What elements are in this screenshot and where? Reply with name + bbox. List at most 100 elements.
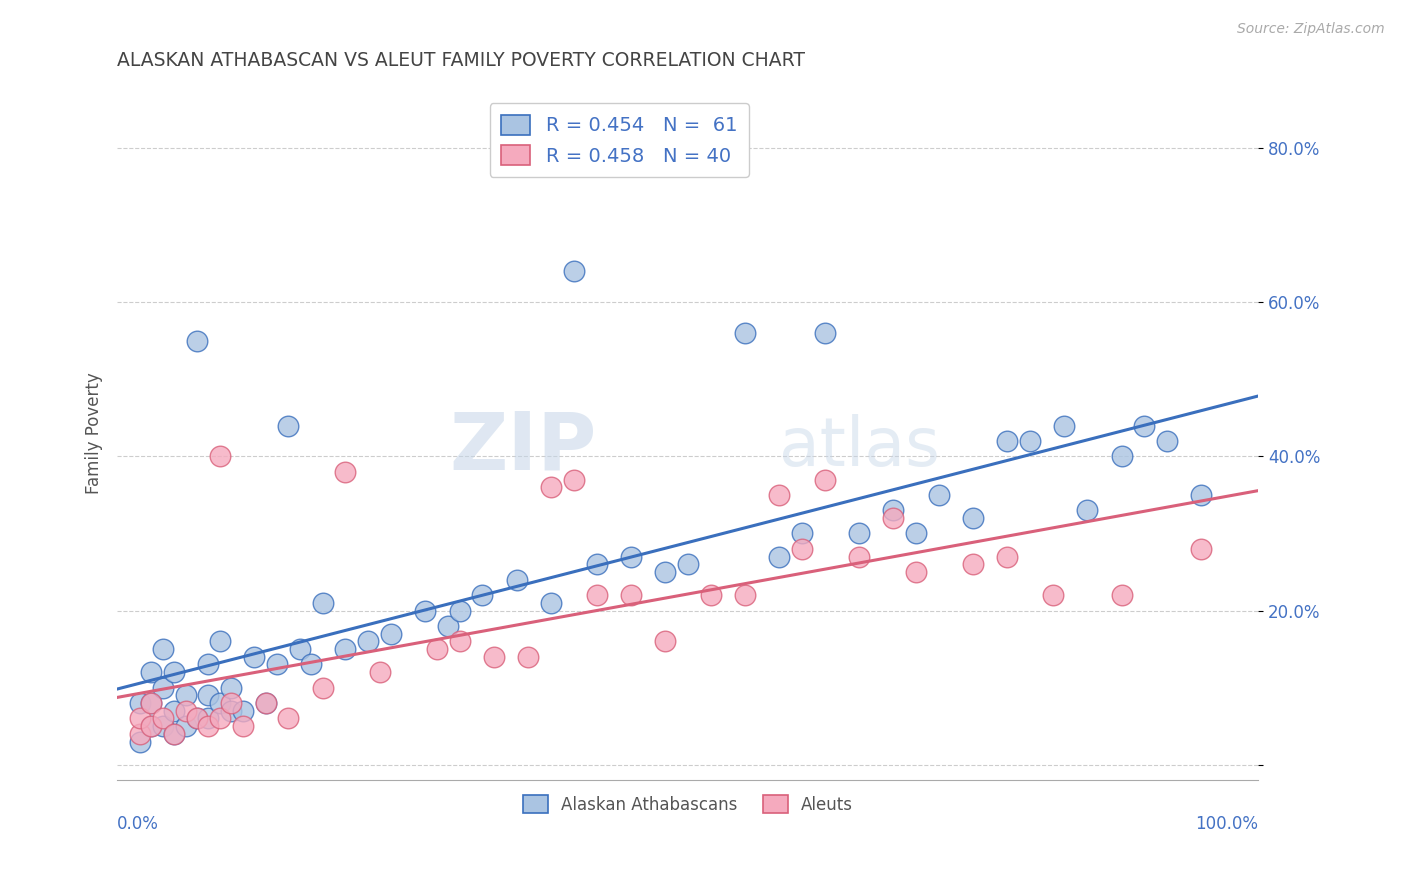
Point: [357, 634, 380, 648]
Point: [288, 642, 311, 657]
Point: [471, 588, 494, 602]
Point: [129, 727, 152, 741]
Point: [415, 603, 437, 617]
Point: [129, 696, 152, 710]
Point: [141, 696, 163, 710]
Point: [208, 711, 231, 725]
Point: [928, 488, 950, 502]
Point: [197, 711, 219, 725]
Point: [505, 573, 527, 587]
Point: [426, 642, 449, 657]
Point: [1189, 488, 1212, 502]
Point: [1042, 588, 1064, 602]
Point: [995, 549, 1018, 564]
Point: [335, 642, 357, 657]
Point: [562, 473, 585, 487]
Point: [129, 734, 152, 748]
Point: [620, 549, 643, 564]
Point: [676, 558, 699, 572]
Point: [814, 326, 837, 340]
Point: [437, 619, 460, 633]
Point: [163, 727, 186, 741]
Point: [277, 418, 299, 433]
Point: [1019, 434, 1042, 448]
Point: [152, 681, 174, 695]
Point: [1111, 450, 1133, 464]
Point: [152, 719, 174, 733]
Point: [848, 549, 870, 564]
Point: [790, 541, 813, 556]
Point: [654, 565, 676, 579]
Point: [208, 450, 231, 464]
Point: [254, 696, 277, 710]
Point: [221, 704, 243, 718]
Point: [141, 696, 163, 710]
Point: [1053, 418, 1076, 433]
Point: [540, 596, 562, 610]
Point: [734, 588, 756, 602]
Point: [848, 526, 870, 541]
Point: [482, 649, 505, 664]
Point: [221, 696, 243, 710]
Point: [768, 488, 790, 502]
Point: [221, 681, 243, 695]
Text: 100.0%: 100.0%: [1195, 814, 1258, 833]
Text: ZIP: ZIP: [450, 409, 596, 486]
Point: [208, 696, 231, 710]
Point: [266, 657, 288, 672]
Point: [186, 711, 208, 725]
Text: 0.0%: 0.0%: [117, 814, 159, 833]
Point: [232, 719, 254, 733]
Point: [882, 511, 904, 525]
Point: [1076, 503, 1098, 517]
Point: [152, 642, 174, 657]
Point: [197, 657, 219, 672]
Point: [449, 634, 471, 648]
Point: [734, 326, 756, 340]
Point: [540, 480, 562, 494]
Point: [186, 711, 208, 725]
Point: [882, 503, 904, 517]
Point: [1189, 541, 1212, 556]
Point: [962, 558, 984, 572]
Point: [129, 711, 152, 725]
Point: [141, 665, 163, 680]
Point: [1111, 588, 1133, 602]
Point: [232, 704, 254, 718]
Point: [368, 665, 391, 680]
Point: [277, 711, 299, 725]
Point: [174, 719, 197, 733]
Point: [620, 588, 643, 602]
Point: [163, 704, 186, 718]
Point: [699, 588, 721, 602]
Point: [197, 719, 219, 733]
Legend: Alaskan Athabascans, Aleuts: Alaskan Athabascans, Aleuts: [516, 789, 859, 821]
Point: [186, 334, 208, 348]
Point: [962, 511, 984, 525]
Point: [585, 558, 607, 572]
Text: atlas: atlas: [779, 414, 941, 480]
Point: [208, 634, 231, 648]
Point: [905, 565, 928, 579]
Point: [152, 711, 174, 725]
Point: [654, 634, 676, 648]
Point: [517, 649, 540, 664]
Point: [197, 688, 219, 702]
Point: [380, 626, 402, 640]
Point: [995, 434, 1018, 448]
Point: [141, 719, 163, 733]
Point: [768, 549, 790, 564]
Point: [1133, 418, 1156, 433]
Point: [311, 596, 333, 610]
Point: [585, 588, 607, 602]
Point: [1156, 434, 1178, 448]
Point: [449, 603, 471, 617]
Point: [814, 473, 837, 487]
Point: [174, 704, 197, 718]
Point: [299, 657, 322, 672]
Text: ALASKAN ATHABASCAN VS ALEUT FAMILY POVERTY CORRELATION CHART: ALASKAN ATHABASCAN VS ALEUT FAMILY POVER…: [117, 51, 806, 70]
Point: [243, 649, 266, 664]
Y-axis label: Family Poverty: Family Poverty: [86, 373, 103, 494]
Point: [311, 681, 333, 695]
Point: [335, 465, 357, 479]
